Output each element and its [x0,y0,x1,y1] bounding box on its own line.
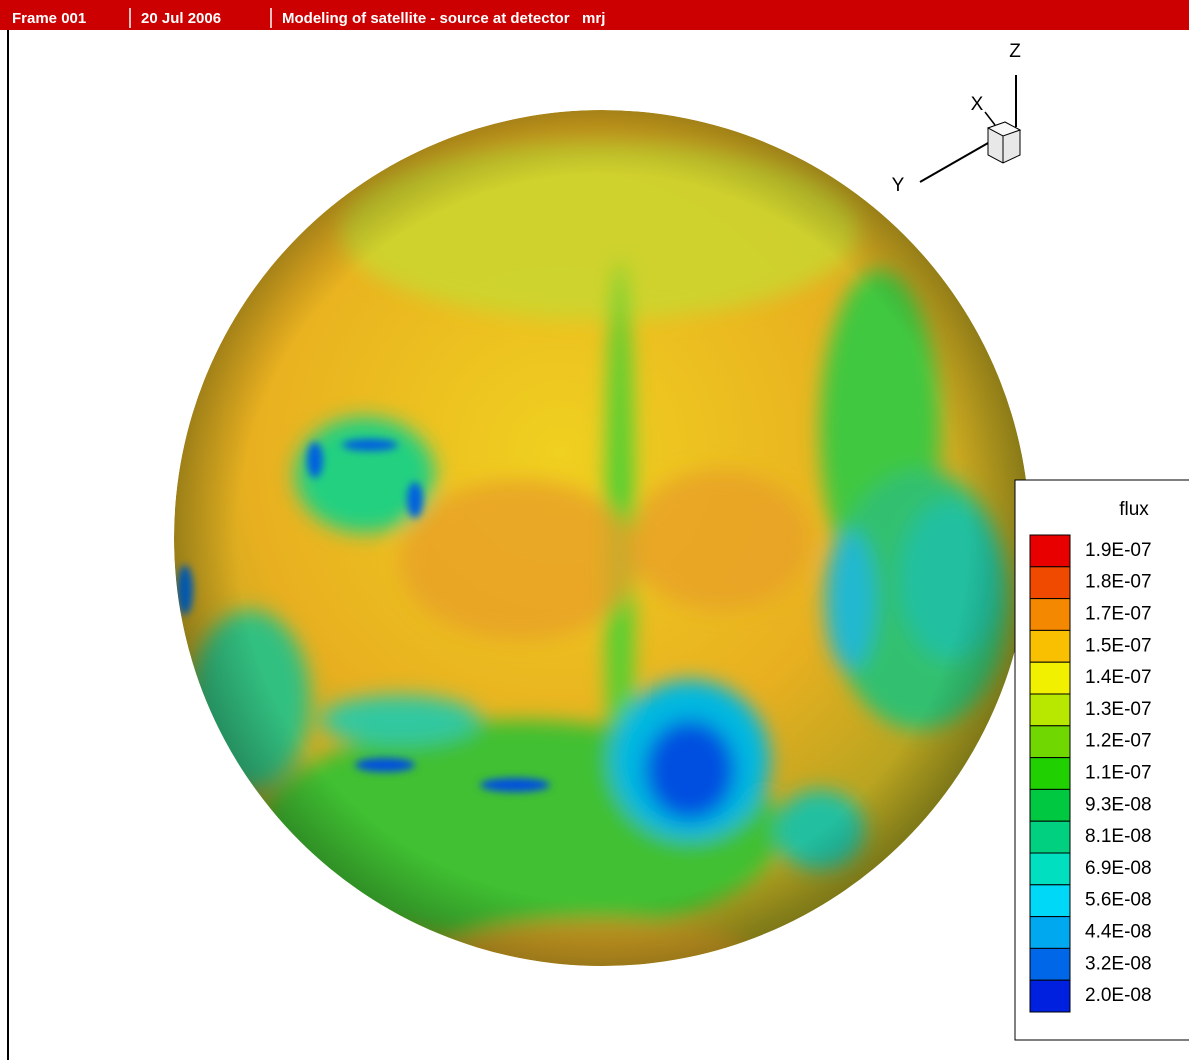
header-bar [0,0,1189,30]
legend-swatch [1029,661,1071,695]
legend-level: 4.4E-08 [1085,922,1152,943]
legend-level: 1.7E-07 [1085,604,1152,625]
legend-level: 1.2E-07 [1085,731,1152,752]
legend-level: 1.3E-07 [1085,699,1152,720]
legend-swatch [1029,598,1071,631]
legend-level: 1.5E-07 [1085,635,1152,656]
legend-level: 3.2E-08 [1085,953,1152,974]
legend-swatch [1029,820,1071,854]
legend-level: 6.9E-08 [1085,858,1152,879]
frame-title: Modeling of satellite - source at detect… [282,10,605,27]
legend-level: 8.1E-08 [1085,826,1152,847]
legend-title: flux [1119,499,1149,520]
axis-label-x: X [971,94,984,115]
legend-swatch [1029,693,1071,727]
legend-level: 1.4E-07 [1085,667,1152,688]
date-label: 20 Jul 2006 [141,10,221,27]
legend-swatch [1029,534,1071,568]
axis-label-y: Y [892,175,905,196]
frame-label: Frame 001 [12,10,86,27]
legend-swatch [1029,979,1071,1013]
sphere [174,110,1030,966]
legend-swatch [1029,788,1071,822]
legend-swatch [1029,947,1071,981]
legend-swatch [1029,757,1071,790]
legend: flux 1.9E-07 1.8E-07 1.7E-07 1.5E-07 1.4E-07… [1014,479,1189,1041]
legend-swatch [1029,629,1071,663]
legend-level: 1.8E-07 [1085,572,1152,593]
legend-level: 1.9E-07 [1085,540,1152,561]
legend-swatch [1029,916,1071,949]
legend-swatch [1029,884,1071,918]
legend-level: 2.0E-08 [1085,985,1152,1006]
axis-triad: Z X Y [892,41,1022,196]
legend-level: 5.6E-08 [1085,890,1152,911]
legend-swatch [1029,725,1071,759]
legend-level: 1.1E-07 [1085,763,1152,784]
legend-level: 9.3E-08 [1085,794,1152,815]
axis-label-z: Z [1009,41,1021,62]
legend-swatch [1029,852,1071,886]
legend-swatch [1029,566,1071,600]
